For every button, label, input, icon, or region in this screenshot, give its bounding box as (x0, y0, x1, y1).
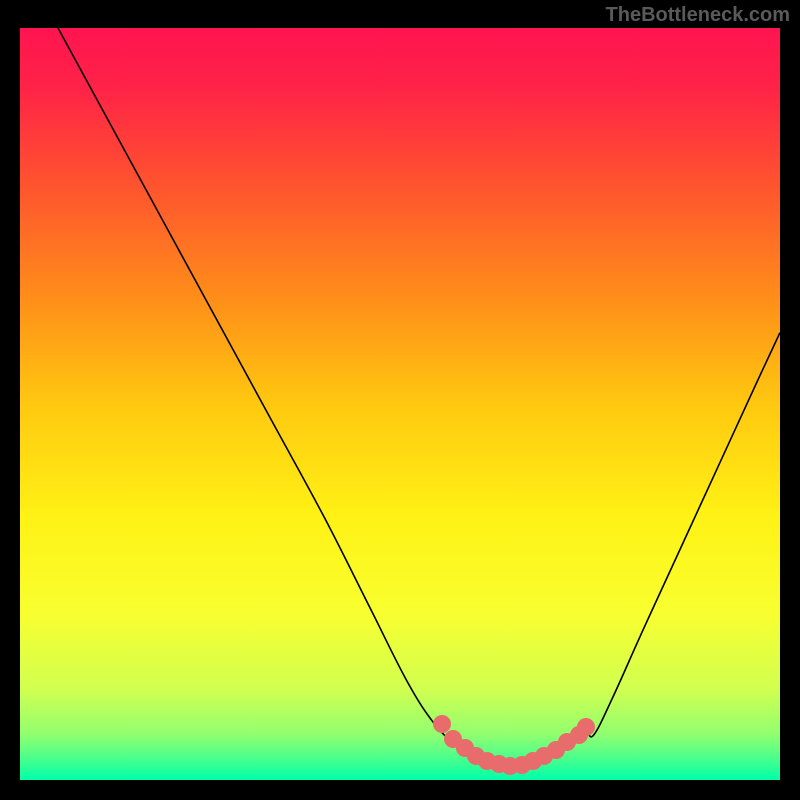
watermark-text: TheBottleneck.com (606, 4, 790, 27)
bottleneck-curve (20, 28, 780, 780)
chart-plot-area (20, 28, 780, 780)
optimal-marker (433, 715, 451, 733)
